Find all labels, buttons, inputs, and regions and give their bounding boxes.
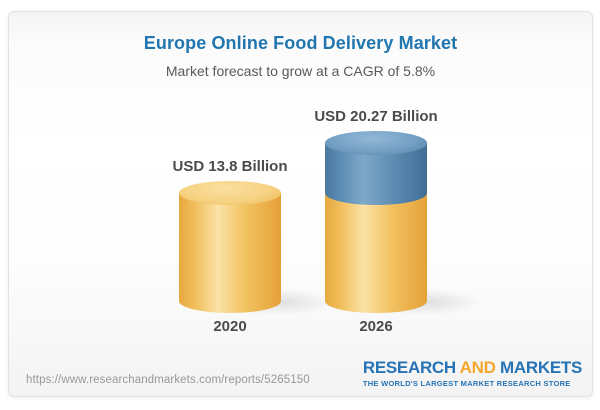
bar-2026: USD 20.27 Billion 2026 bbox=[314, 108, 489, 335]
page-title: Europe Online Food Delivery Market bbox=[143, 33, 458, 53]
bar-2020-value-label: USD 13.8 Billion bbox=[172, 158, 288, 176]
brand-logo-markets: MARKETS bbox=[495, 358, 582, 377]
brand-logo-text: RESEARCH AND MARKETS bbox=[363, 358, 582, 378]
brand-logo: RESEARCH AND MARKETS THE WORLD'S LARGEST… bbox=[363, 358, 582, 388]
bar-2026-segment-growth bbox=[325, 130, 427, 206]
chart-subtitle: Market forecast to grow at a CAGR of 5.8… bbox=[165, 63, 436, 79]
bar-2026-value-label: USD 20.27 Billion bbox=[314, 107, 438, 125]
bar-2026-year-label: 2026 bbox=[359, 318, 393, 335]
chart-header: Europe Online Food Delivery Market Marke… bbox=[9, 12, 592, 79]
bar-2026-segment-base bbox=[325, 193, 427, 313]
brand-logo-research: RESEARCH bbox=[362, 358, 460, 377]
bar-2020-year-label: 2020 bbox=[213, 318, 247, 335]
bar-2026-cylinder bbox=[325, 130, 427, 313]
brand-tagline: THE WORLD'S LARGEST MARKET RESEARCH STOR… bbox=[362, 379, 571, 388]
source-url: https://www.researchandmarkets.com/repor… bbox=[26, 374, 310, 386]
brand-logo-and: AND bbox=[459, 358, 496, 377]
bar-2020-cylinder bbox=[179, 181, 281, 313]
bar-2020: USD 13.8 Billion 2020 bbox=[172, 158, 343, 335]
bar-2020-segment-base bbox=[179, 181, 281, 313]
chart-area: USD 13.8 Billion 2020 USD 20.27 Billion … bbox=[9, 96, 592, 341]
infographic-card: Europe Online Food Delivery Market Marke… bbox=[8, 11, 593, 397]
